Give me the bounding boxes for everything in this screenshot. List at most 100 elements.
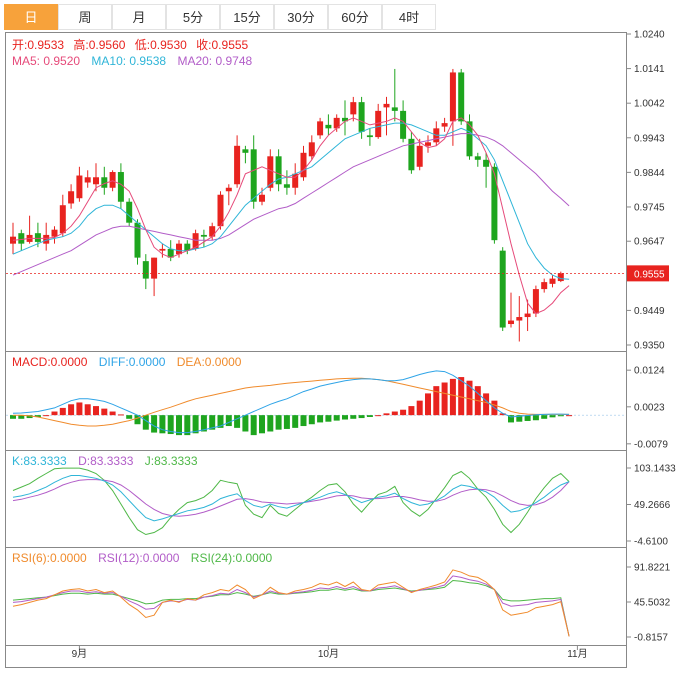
tab-15min[interactable]: 15分 (220, 4, 274, 30)
candle-body (217, 194, 224, 227)
macd-bar (34, 415, 41, 417)
x-tick-label: 10月 (318, 648, 339, 660)
axes: 1.0240 1.0141 1.0042 0.9943 0.9844 0.9745 0.96… (72, 30, 677, 660)
y-tick-label: 1.0141 (634, 64, 665, 75)
legend-ma20: MA20: 0.9748 (177, 54, 252, 68)
macd-bar (84, 404, 91, 416)
k-line (12, 475, 570, 522)
diff-line (12, 370, 570, 434)
ma5-line (12, 117, 570, 315)
candle-body (408, 138, 415, 171)
legend-ma: MA5: 0.9520 MA10: 0.9538 MA20: 0.9748 (12, 54, 252, 68)
candle-body (159, 248, 166, 251)
macd-bar (134, 415, 141, 425)
candle-body (93, 177, 99, 185)
y-tick-label: 1.0042 (634, 99, 665, 110)
tab-30min[interactable]: 30分 (274, 4, 328, 30)
macd-bar (51, 411, 58, 416)
macd-bar (408, 406, 415, 416)
x-tick-label: 11月 (567, 648, 587, 660)
y-tick-label: 0.0124 (634, 366, 665, 377)
candle-body (441, 123, 448, 127)
candle-body (416, 145, 423, 167)
macd-bar (18, 415, 25, 419)
macd-bar (217, 415, 224, 428)
candle-body (358, 102, 365, 132)
macd-bar (483, 393, 490, 416)
candle-body (142, 261, 149, 279)
candle-body (491, 166, 498, 241)
y-tick-label: 0.9745 (634, 202, 665, 213)
y-tick-label: 49.2666 (634, 500, 671, 511)
candle-body (308, 142, 315, 157)
macd-bar (425, 393, 431, 416)
chart-frame (5, 32, 627, 668)
rsi12-line (12, 575, 570, 637)
macd-bar (532, 415, 539, 421)
macd-bar (375, 415, 382, 417)
legend-low-value: 低:0.9530 (135, 38, 187, 52)
last-price-label: 0.9555 (634, 269, 665, 280)
kline-chart[interactable]: 开:0.9533 高:0.9560 低:0.9530 收:0.9555 MA5:… (0, 30, 683, 676)
macd-bar (101, 408, 108, 416)
candle-body (68, 191, 75, 204)
legend-rsi12-value: RSI(12):0.0000 (98, 551, 180, 565)
macd-bar (358, 415, 365, 419)
candle-body (167, 248, 174, 258)
candle-body (458, 72, 465, 122)
candle-body (76, 175, 83, 199)
tab-week[interactable]: 周 (58, 4, 112, 30)
candle-body (225, 187, 232, 192)
candle-body (267, 156, 274, 188)
tab-5min[interactable]: 5分 (166, 4, 220, 30)
macd-bar (566, 415, 573, 417)
legend-dea-value: DEA:0.0000 (177, 355, 242, 369)
legend-rsi: RSI(6):0.0000 RSI(12):0.0000 RSI(24):0.0… (12, 551, 273, 565)
candle-body (101, 177, 108, 188)
candle-body (59, 205, 66, 234)
candle-body (333, 117, 340, 129)
tab-month[interactable]: 月 (112, 4, 166, 30)
tab-60min[interactable]: 60分 (328, 4, 382, 30)
macd-bar (366, 415, 373, 417)
tab-day[interactable]: 日 (4, 4, 58, 30)
macd-bar (275, 415, 282, 430)
y-tick-label: 0.9943 (634, 133, 665, 144)
macd-bar (59, 407, 66, 416)
y-tick-label: -0.0079 (634, 439, 668, 450)
rsi24-line (12, 579, 570, 637)
candle-body (109, 172, 116, 188)
candle-body (275, 156, 282, 185)
macd-bar (250, 415, 257, 436)
macd-panel (6, 370, 626, 436)
candle-body (18, 233, 25, 244)
macd-bar (10, 415, 16, 419)
legend-close-value: 收:0.9555 (196, 38, 248, 52)
macd-bar (466, 380, 473, 416)
macd-bar (325, 415, 332, 422)
legend-macd-value: MACD:0.0000 (12, 355, 88, 369)
candle-body (317, 121, 324, 136)
tab-4hour[interactable]: 4时 (382, 4, 436, 30)
macd-bar (292, 415, 299, 428)
macd-bar (225, 415, 232, 427)
candle-body (516, 317, 523, 321)
macd-bar (68, 404, 75, 416)
d-line (12, 479, 570, 517)
macd-bar (342, 415, 348, 420)
macd-bar (541, 415, 548, 419)
legend-ma5: MA5: 0.9520 (12, 54, 80, 68)
candle-body (176, 243, 182, 255)
macd-bar (308, 415, 315, 425)
price-panel (6, 68, 626, 342)
macd-bar (26, 415, 33, 419)
macd-bar (549, 415, 556, 418)
legend-macd: MACD:0.0000 DIFF:0.0000 DEA:0.0000 (12, 355, 242, 369)
candle-body (325, 124, 332, 129)
candle-body (383, 103, 390, 108)
y-tick-label: -4.6100 (634, 537, 668, 548)
macd-bar (283, 415, 290, 429)
candle-body (449, 72, 456, 122)
y-tick-label: -0.8157 (634, 632, 668, 643)
